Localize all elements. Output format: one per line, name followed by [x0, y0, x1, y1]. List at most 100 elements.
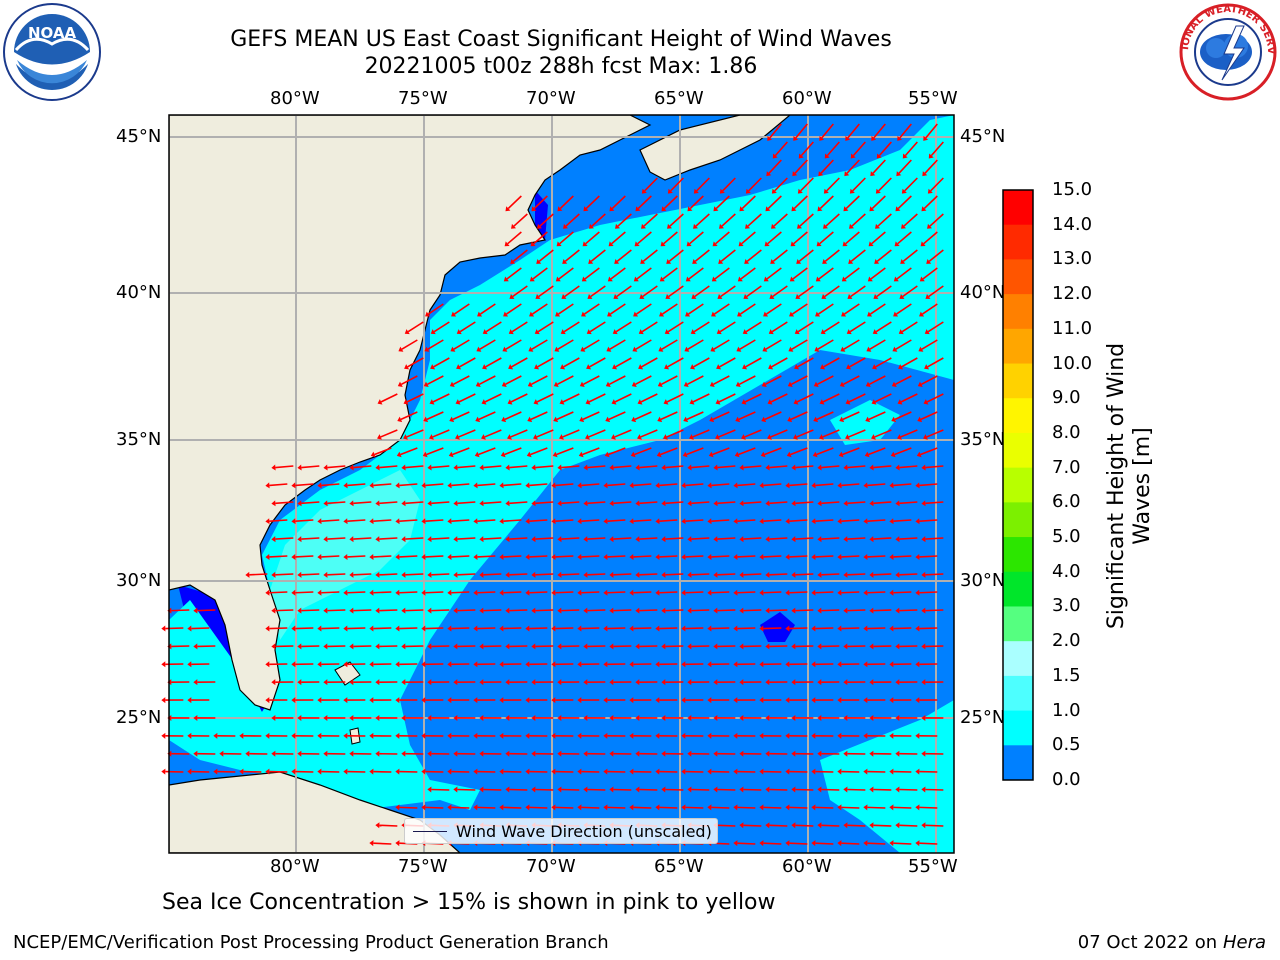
wave-direction-arrowhead [875, 188, 881, 194]
colorbar-tick-label: 0.5 [1052, 734, 1081, 756]
wave-direction-arrow [477, 806, 496, 809]
wave-direction-arrow [431, 788, 450, 791]
wave-direction-arrowhead [900, 258, 906, 264]
wave-direction-arrowhead [850, 153, 856, 159]
wave-direction-arrowhead [791, 500, 796, 507]
wave-direction-arrow [555, 806, 574, 809]
wave-direction-arrowhead [343, 732, 348, 739]
wave-direction-arrowhead [632, 346, 638, 352]
wave-direction-arrowhead [843, 643, 848, 650]
wave-direction-arrowhead [661, 206, 667, 212]
wave-direction-arrow [614, 393, 632, 403]
wave-direction-arrowhead [811, 589, 816, 596]
wave-direction-arrow [535, 501, 554, 505]
wave-direction-arrowhead [375, 822, 380, 829]
wave-direction-arrow [665, 501, 684, 505]
wave-direction-arrowhead [369, 553, 374, 560]
wave-direction-arrow [738, 411, 756, 421]
wave-direction-arrowhead [635, 750, 640, 757]
wave-direction-arrow [793, 231, 808, 245]
wave-direction-arrowhead [895, 822, 900, 829]
wave-direction-arrow [321, 519, 340, 522]
wave-direction-arrowhead [608, 241, 614, 247]
wave-direction-arrowhead [843, 714, 848, 721]
wave-direction-arrow [607, 483, 626, 487]
wave-direction-arrow [615, 357, 632, 368]
wave-direction-arrowhead [401, 571, 406, 578]
wave-direction-arrowhead [707, 804, 712, 811]
wave-direction-arrow [795, 573, 814, 576]
wave-direction-arrow [557, 375, 574, 386]
wave-direction-arrowhead [921, 500, 926, 507]
wave-direction-arrow [613, 573, 632, 576]
colorbar-segment [1003, 641, 1033, 677]
wave-direction-arrow [893, 591, 912, 594]
wave-direction-arrowhead [343, 589, 348, 596]
wave-direction-arrowhead [667, 223, 672, 229]
wave-direction-arrowhead [767, 135, 773, 141]
wave-direction-arrowhead [343, 518, 348, 525]
wave-direction-arrowhead [661, 500, 666, 507]
wave-direction-arrowhead [759, 804, 764, 811]
wave-direction-arrowhead [791, 607, 796, 614]
wave-direction-arrowhead [563, 223, 568, 229]
wave-direction-arrowhead [762, 346, 768, 352]
wave-direction-arrowhead [843, 206, 849, 212]
wave-direction-arrowhead [926, 258, 932, 264]
wave-direction-arrowhead [785, 518, 790, 525]
wave-direction-arrowhead [733, 697, 738, 704]
wave-direction-arrowhead [317, 697, 322, 704]
wave-direction-arrowhead [297, 679, 302, 686]
wave-direction-arrow [747, 213, 762, 227]
wave-direction-arrow [925, 537, 944, 540]
wave-direction-arrowhead [635, 714, 640, 721]
wave-direction-arrowhead [902, 153, 908, 159]
wave-direction-arrowhead [739, 500, 744, 507]
wave-direction-arrow [425, 555, 444, 558]
wave-direction-arrowhead [531, 607, 536, 614]
wave-direction-arrow [639, 465, 658, 469]
wave-direction-arrowhead [733, 804, 738, 811]
wave-direction-arrow [373, 519, 392, 522]
wave-direction-arrowhead [791, 464, 796, 471]
wave-direction-arrow [867, 483, 886, 487]
wave-direction-arrow [353, 465, 372, 469]
wave-direction-arrow [555, 627, 574, 630]
wave-direction-arrowhead [525, 518, 530, 525]
wave-direction-arrowhead [559, 434, 564, 440]
wave-direction-arrowhead [837, 589, 842, 596]
wave-direction-arrow [406, 393, 424, 403]
wave-direction-arrow [841, 555, 860, 558]
wave-direction-arrowhead [921, 750, 926, 757]
wave-direction-arrow [374, 447, 392, 456]
wave-direction-arrowhead [820, 364, 826, 370]
wave-direction-arrow [425, 483, 444, 487]
wave-direction-arrowhead [739, 750, 744, 757]
wave-direction-arrowhead [370, 451, 376, 458]
wave-direction-arrow [583, 303, 600, 315]
wave-direction-arrowhead [193, 750, 198, 757]
wave-direction-arrow [659, 627, 678, 630]
wave-direction-arrow [744, 429, 762, 438]
wave-direction-arrow [485, 357, 502, 368]
wave-direction-arrow [380, 429, 398, 438]
wave-direction-arrowhead [375, 571, 380, 578]
wave-direction-arrowhead [583, 571, 588, 578]
wave-direction-arrowhead [818, 171, 824, 177]
wave-direction-arrow [503, 806, 522, 809]
wave-direction-arrow [457, 573, 476, 576]
wave-direction-arrowhead [924, 364, 930, 370]
wave-direction-arrowhead [586, 329, 592, 335]
wave-direction-arrowhead [739, 643, 744, 650]
wave-direction-arrowhead [869, 679, 874, 686]
wave-direction-arrowhead [687, 500, 692, 507]
wave-direction-arrowhead [811, 697, 816, 704]
wave-direction-arrowhead [739, 786, 744, 793]
nws-logo: NATIONAL WEATHER SERVICE [1174, 0, 1278, 102]
wave-direction-arrow [691, 537, 710, 540]
wave-direction-arrowhead [317, 768, 322, 775]
wave-direction-arrow [587, 465, 606, 469]
wave-direction-arrowhead [395, 804, 400, 811]
wave-direction-arrow [793, 195, 808, 210]
wave-direction-arrowhead [609, 206, 615, 212]
